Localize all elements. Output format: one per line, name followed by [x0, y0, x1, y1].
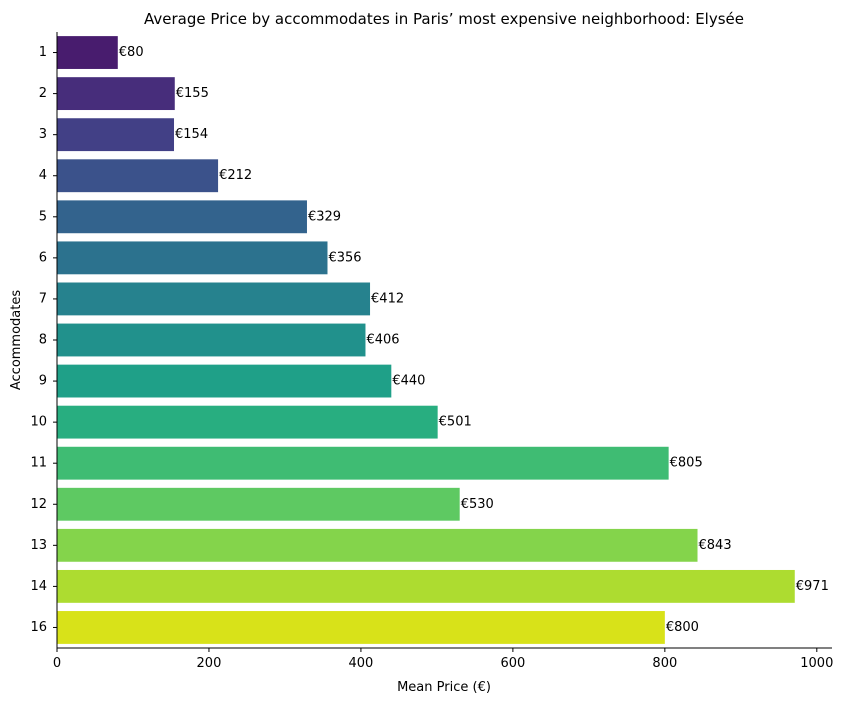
y-tick-label: 16 — [30, 620, 47, 635]
bar-accommodates-6 — [57, 241, 328, 275]
bar-accommodates-12 — [57, 487, 460, 521]
y-axis-label: Accommodates — [9, 290, 24, 391]
bar-value-label: €971 — [796, 579, 829, 594]
bar-accommodates-8 — [57, 323, 366, 357]
y-tick-label: 4 — [39, 168, 47, 183]
bar-accommodates-16 — [57, 611, 665, 644]
x-axis-label: Mean Price (€) — [397, 680, 491, 695]
x-tick-label: 800 — [652, 656, 677, 671]
bar-accommodates-1 — [57, 36, 118, 69]
y-tick-label: 11 — [30, 456, 47, 471]
bar-value-label: €805 — [670, 456, 703, 471]
bar-accommodates-13 — [57, 528, 698, 562]
bar-value-label: €212 — [219, 168, 252, 183]
bar-value-label: €843 — [699, 538, 732, 553]
y-tick-label: 7 — [39, 291, 47, 306]
y-tick-label: 6 — [39, 250, 47, 265]
chart-title: Average Price by accommodates in Paris’ … — [144, 10, 744, 28]
bar-value-label: €406 — [366, 333, 399, 348]
y-tick-label: 9 — [39, 374, 47, 389]
x-tick-label: 0 — [53, 656, 61, 671]
bar-accommodates-10 — [57, 405, 438, 439]
bar-value-label: €800 — [666, 620, 699, 635]
y-tick-label: 8 — [39, 333, 47, 348]
bar-value-label: €530 — [461, 497, 494, 512]
y-tick-label: 14 — [30, 579, 47, 594]
y-tick-label: 12 — [30, 497, 47, 512]
bar-value-label: €329 — [308, 209, 341, 224]
x-tick-label: 600 — [500, 656, 525, 671]
y-tick-label: 10 — [30, 415, 47, 430]
bar-accommodates-9 — [57, 364, 392, 398]
bar-accommodates-2 — [57, 77, 175, 111]
y-tick-label: 2 — [39, 86, 47, 101]
bar-accommodates-3 — [57, 118, 175, 152]
y-tick-label: 3 — [39, 127, 47, 142]
y-tick-label: 5 — [39, 209, 47, 224]
bar-value-label: €501 — [439, 415, 472, 430]
value-labels: €80 €155 €154 €212 €329 €356 €412 €406 €440 €501 €… — [119, 45, 829, 635]
bars — [57, 36, 795, 644]
x-axis-ticks: 0 200 400 600 800 1000 — [53, 648, 833, 671]
bar-value-label: €440 — [392, 374, 425, 389]
x-tick-label: 1000 — [800, 656, 833, 671]
bar-accommodates-14 — [57, 569, 795, 603]
bar-accommodates-7 — [57, 282, 371, 316]
bar-value-label: €155 — [176, 86, 209, 101]
x-tick-label: 200 — [197, 656, 222, 671]
x-tick-label: 400 — [349, 656, 374, 671]
y-tick-label: 1 — [39, 45, 47, 60]
bar-accommodates-4 — [57, 159, 219, 193]
bar-value-label: €154 — [175, 127, 208, 142]
bar-accommodates-11 — [57, 446, 669, 480]
bar-value-label: €412 — [371, 291, 404, 306]
y-tick-label: 13 — [30, 538, 47, 553]
bar-accommodates-5 — [57, 200, 307, 234]
bar-value-label: €356 — [328, 250, 361, 265]
bar-value-label: €80 — [119, 45, 144, 60]
